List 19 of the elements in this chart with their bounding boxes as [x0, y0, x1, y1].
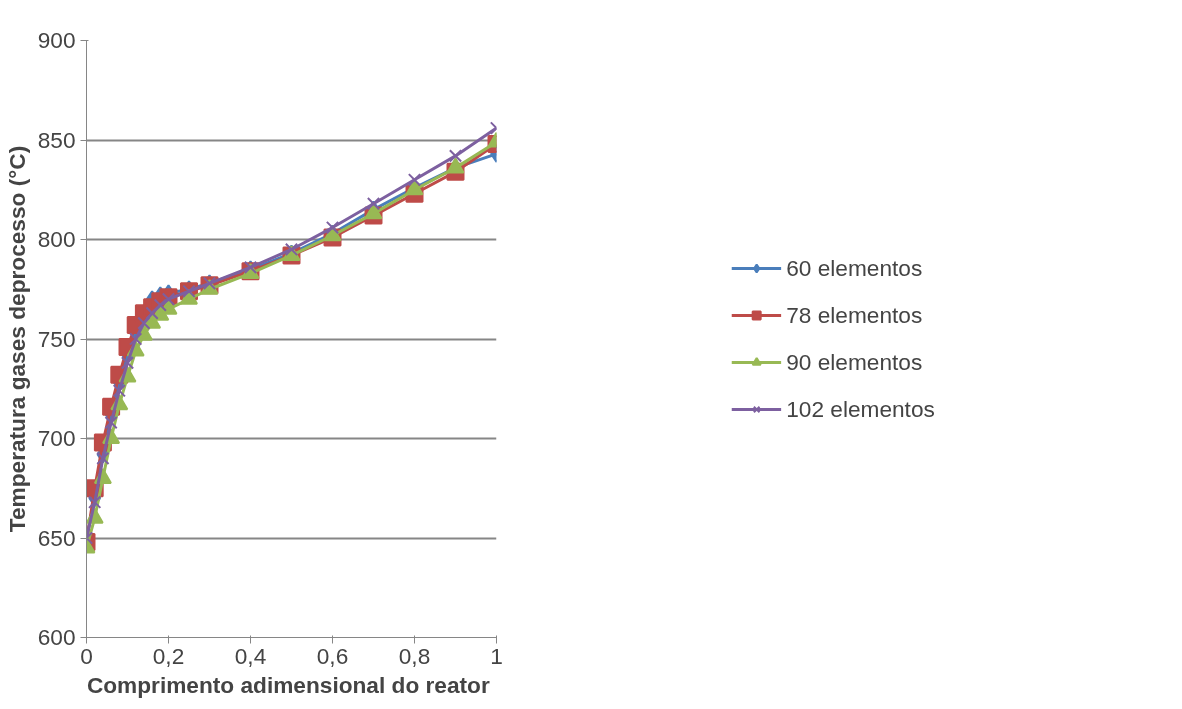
legend-label: 60 elementos [786, 254, 923, 282]
y-tick-label: 600 [37, 624, 76, 650]
x-tick-label: 0,6 [316, 642, 349, 669]
x-tick-label: 0,4 [234, 642, 267, 669]
legend-label: 102 elementos [786, 395, 935, 423]
x-tick-label: 0 [80, 642, 93, 669]
y-tick-label: 700 [37, 425, 76, 451]
x-axis-title: Comprimento adimensional do reator [86, 671, 490, 698]
y-tick-label: 650 [37, 524, 76, 551]
x-tick-label: 0,2 [152, 642, 185, 669]
legend-label: 78 elementos [786, 301, 923, 329]
legend-label: 90 elementos [786, 348, 923, 376]
y-tick-label: 900 [37, 27, 76, 53]
x-tick-label: 0,8 [398, 642, 431, 669]
y-axis-title: Temperatura gases deprocesso (°C) [3, 145, 30, 533]
y-tick-label: 750 [37, 325, 76, 352]
y-tick-label: 800 [37, 226, 76, 252]
y-tick-label: 850 [37, 126, 76, 153]
x-tick-label: 1 [490, 642, 503, 669]
